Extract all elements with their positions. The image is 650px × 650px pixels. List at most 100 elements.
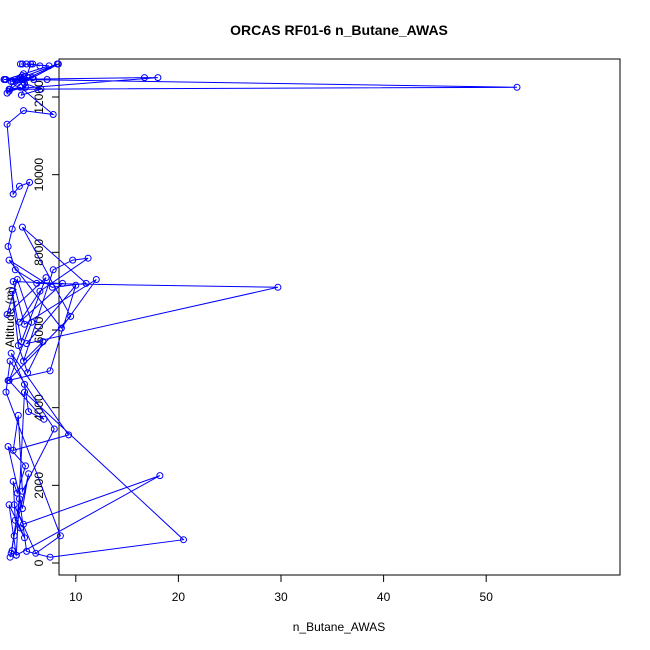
data-point [9,278,17,285]
data-point [82,279,90,287]
data-point [36,62,44,70]
data-point [7,349,15,357]
data-point [54,60,62,68]
data-point [10,532,18,540]
data-point [2,388,10,396]
data-point [18,76,26,83]
x-tick-label: 40 [377,590,391,604]
x-axis-label: n_Butane_AWAS [293,620,386,634]
data-point [154,74,162,82]
data-point [11,516,19,524]
data-point [3,311,11,318]
data-point [23,547,31,555]
data-point [29,74,37,82]
data-point [6,357,14,365]
data-point [15,495,23,503]
data-point [37,85,45,93]
chart-title: ORCAS RF01-6 n_Butane_AWAS [230,22,448,38]
data-point [49,266,57,274]
data-point [21,320,28,328]
data-point [27,60,35,68]
data-point [21,534,28,542]
data-point [18,60,26,68]
data-point [4,377,12,384]
data-point [9,78,17,85]
data-point [72,281,80,289]
data-point [18,487,26,495]
data-point [21,380,28,388]
data-point [20,107,27,115]
data-point [5,87,13,95]
data-point [7,78,15,85]
data-point [22,83,29,91]
x-axis: 10 20 30 40 50 [69,574,494,604]
data-point [67,312,75,320]
data-point [69,256,77,264]
data-point [56,532,64,540]
data-point [43,76,51,83]
data-point [13,79,21,87]
data-point [46,553,54,561]
data-point [15,182,23,190]
data-point [25,408,33,416]
data-point [11,266,19,274]
y-tick-label: 0 [32,559,46,566]
data-point [17,91,25,99]
data-point [22,462,29,470]
data-point [32,549,40,557]
data-point [45,62,53,70]
data-point [28,318,36,326]
data-point [65,431,73,439]
data-point [42,274,50,282]
data-point [12,551,20,559]
data-point [513,83,521,91]
data-point [8,287,16,295]
y-tick-label: 10000 [32,158,46,192]
y-tick-label: 2000 [32,472,46,499]
data-point [39,338,47,346]
data-point [18,223,26,231]
data-point [20,520,27,528]
series-line [3,63,518,558]
data-point [40,415,48,423]
data-point [25,470,33,478]
data-point [46,367,54,375]
data-point [4,243,12,250]
data-point [21,388,28,396]
series-layer [0,60,521,561]
x-tick-label: 10 [69,590,83,604]
data-point [10,501,18,509]
data-point [1,76,9,83]
data-point [23,60,31,68]
data-point [57,324,65,332]
data-point [3,89,11,97]
x-tick-label: 30 [274,590,288,604]
data-point [20,357,27,365]
data-point [92,276,100,283]
data-point [84,254,92,262]
data-point [13,276,21,283]
data-point [48,283,56,291]
data-point [274,283,282,291]
data-point [49,111,57,118]
x-tick-label: 50 [480,590,494,604]
data-point [9,446,17,454]
data-point [50,425,58,433]
data-point [180,536,187,544]
data-point [9,477,17,485]
data-point [59,279,66,287]
data-point [8,225,16,233]
data-point [5,256,13,264]
x-tick-label: 20 [172,590,186,604]
data-point [4,443,12,450]
data-point [5,501,13,509]
data-point [21,79,28,87]
data-point [23,340,31,348]
data-point [3,120,11,128]
data-point [33,279,41,287]
data-point [14,342,22,349]
data-point [26,178,34,186]
data-point [6,553,14,561]
data-point [36,287,44,295]
